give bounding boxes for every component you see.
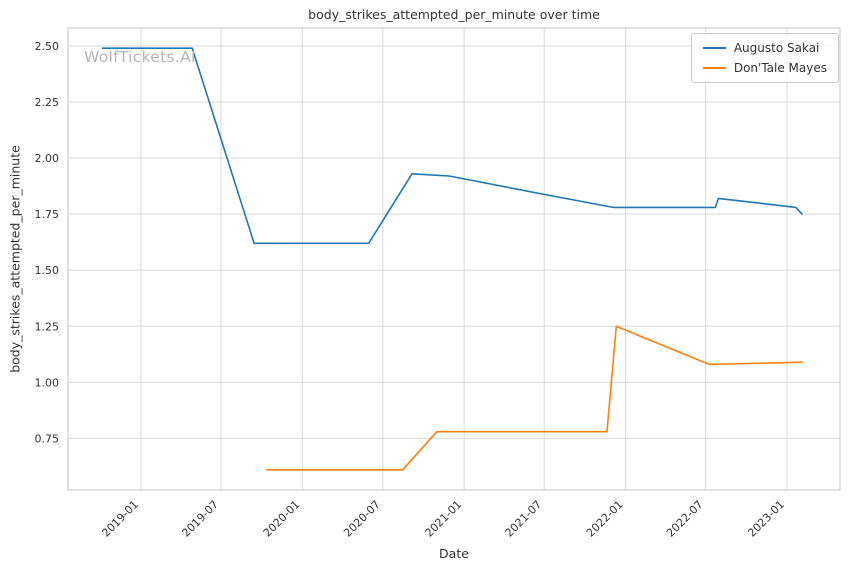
y-tick-label: 1.50 — [35, 264, 60, 277]
legend-line-swatch-orange — [702, 67, 726, 69]
x-tick-label: 2022-01 — [584, 498, 626, 540]
legend-label: Don'Tale Mayes — [733, 61, 827, 75]
x-tick-label: 2021-01 — [423, 498, 465, 540]
plot-frame — [67, 27, 841, 491]
y-tick-label: 2.25 — [35, 96, 60, 109]
legend: Augusto Sakai Don'Tale Mayes — [690, 33, 839, 83]
watermark-text: WolfTickets.AI — [84, 48, 196, 66]
x-tick-label: 2020-07 — [341, 498, 383, 540]
y-axis-label: body_strikes_attempted_per_minute — [7, 145, 23, 373]
x-axis-label: Date — [439, 546, 469, 561]
x-tick-label: 2022-07 — [664, 498, 706, 540]
series-line-augusto-sakai — [101, 47, 803, 245]
y-tick-label: 2.00 — [35, 152, 60, 165]
legend-label: Augusto Sakai — [733, 41, 820, 55]
y-tick-label: 0.75 — [35, 432, 60, 445]
series-line-don-tale-mayes — [265, 325, 803, 471]
chart-title: body_strikes_attempted_per_minute over t… — [308, 7, 600, 22]
legend-item-augusto-sakai: Augusto Sakai — [702, 41, 827, 55]
x-tick-label: 2019-01 — [99, 498, 141, 540]
legend-item-dontale-mayes: Don'Tale Mayes — [702, 61, 827, 75]
legend-line-swatch-blue — [702, 47, 726, 49]
y-tick-label: 2.50 — [35, 40, 60, 53]
x-tick-label: 2020-01 — [261, 498, 303, 540]
y-tick-label: 1.00 — [35, 376, 60, 389]
x-tick-label: 2019-07 — [179, 498, 221, 540]
y-tick-label: 1.75 — [35, 208, 60, 221]
x-tick-label: 2021-07 — [503, 498, 545, 540]
y-tick-label: 1.25 — [35, 320, 60, 333]
x-tick-label: 2023-01 — [745, 498, 787, 540]
